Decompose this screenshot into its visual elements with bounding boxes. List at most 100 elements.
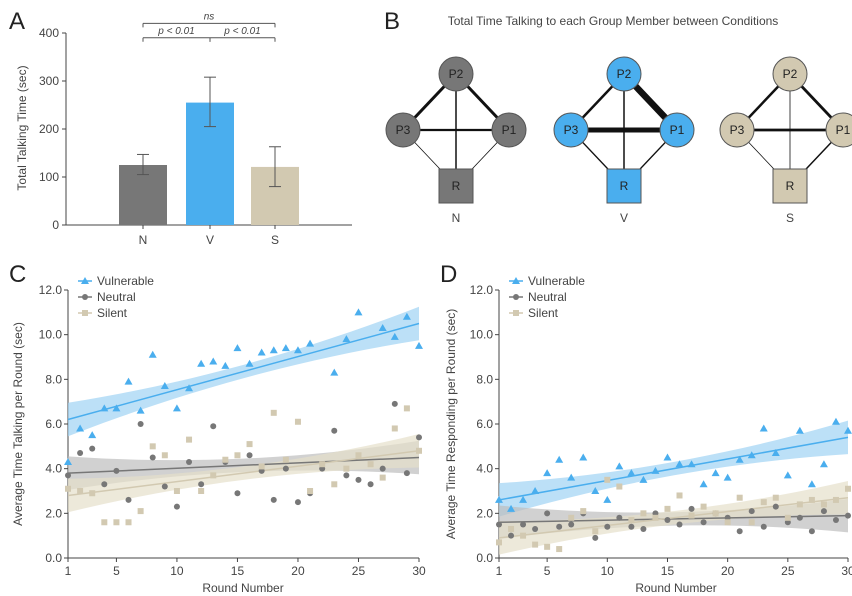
- panel-a-y-axis-label: Total Talking Time (sec): [15, 65, 29, 190]
- data-point-vulnerable: [519, 495, 528, 503]
- y-tick-label: 2.0: [476, 506, 493, 520]
- data-point-neutral: [246, 452, 253, 459]
- data-point-silent: [496, 539, 502, 546]
- data-point-silent: [113, 519, 120, 526]
- data-point-silent: [246, 441, 253, 448]
- data-point-vulnerable: [663, 453, 672, 461]
- x-tick-label: 25: [781, 564, 795, 578]
- data-point-neutral: [101, 481, 108, 488]
- panel-a-y-tick-label: 300: [39, 74, 59, 88]
- data-point-silent: [331, 481, 338, 488]
- data-point-vulnerable: [112, 404, 121, 412]
- data-point-vulnerable: [148, 350, 157, 358]
- data-point-silent: [568, 514, 575, 521]
- data-point-silent: [198, 488, 205, 494]
- fit-line-silent: [498, 496, 849, 539]
- data-point-vulnerable: [543, 469, 552, 477]
- network-node-label: P2: [449, 67, 464, 81]
- data-point-silent: [270, 409, 277, 416]
- data-point-neutral: [604, 523, 611, 530]
- data-point-silent: [379, 474, 386, 481]
- data-point-silent: [736, 494, 743, 501]
- legend-marker-vulnerable: [81, 277, 89, 284]
- data-point-vulnerable: [759, 424, 768, 432]
- data-point-silent: [416, 447, 422, 454]
- y-tick-label: 12.0: [470, 283, 494, 297]
- panel-a-y-tick-label: 400: [39, 26, 59, 40]
- data-point-silent: [688, 512, 695, 519]
- x-tick-label: 30: [841, 564, 852, 578]
- network-node-p2: [606, 56, 642, 92]
- data-point-silent: [367, 461, 374, 468]
- data-point-vulnerable: [507, 504, 516, 512]
- data-point-neutral: [331, 427, 338, 434]
- data-point-vulnerable: [711, 469, 720, 477]
- network-node-r: [606, 168, 642, 204]
- data-point-silent: [604, 476, 611, 483]
- data-point-silent: [796, 501, 803, 508]
- data-point-neutral: [198, 481, 205, 488]
- network-node-r: [772, 168, 808, 204]
- panel-a-x-tick-label: N: [139, 233, 148, 247]
- data-point-silent: [101, 519, 108, 526]
- data-point-silent: [724, 519, 731, 526]
- data-point-silent: [125, 519, 132, 526]
- x-tick-label: 5: [544, 564, 551, 578]
- data-point-vulnerable: [124, 377, 133, 385]
- data-point-vulnerable: [64, 457, 72, 465]
- network-node-label: R: [786, 179, 795, 193]
- network-condition-label: S: [786, 211, 794, 225]
- data-point-silent: [760, 499, 767, 506]
- data-point-neutral: [772, 503, 779, 510]
- data-point-neutral: [161, 483, 168, 490]
- data-point-neutral: [760, 523, 767, 530]
- data-point-vulnerable: [615, 462, 624, 470]
- data-point-silent: [520, 532, 527, 539]
- data-point-vulnerable: [402, 312, 411, 320]
- data-point-neutral: [592, 534, 599, 541]
- data-point-vulnerable: [639, 475, 648, 483]
- data-point-silent: [556, 546, 563, 553]
- data-point-silent: [307, 488, 314, 494]
- data-point-neutral: [820, 508, 827, 515]
- data-point-neutral: [355, 476, 362, 483]
- data-point-neutral: [125, 496, 132, 503]
- data-point-neutral: [282, 465, 289, 472]
- panel-letter-d: D: [440, 261, 457, 288]
- data-point-silent: [712, 510, 719, 517]
- fit-line-vulnerable: [67, 322, 420, 421]
- fit-line-neutral: [67, 456, 420, 474]
- data-point-neutral: [270, 496, 277, 503]
- legend-marker-neutral: [82, 294, 88, 300]
- data-point-vulnerable: [136, 406, 145, 414]
- data-point-neutral: [628, 523, 635, 530]
- y-tick-label: 12.0: [39, 283, 63, 297]
- y-tick-label: 8.0: [45, 372, 62, 386]
- data-point-neutral: [113, 467, 120, 474]
- data-point-silent: [532, 541, 539, 548]
- network-node-label: P3: [730, 123, 745, 137]
- data-point-neutral: [544, 510, 551, 517]
- legend-marker-silent: [513, 310, 519, 316]
- data-point-neutral: [676, 521, 683, 528]
- legend-marker-neutral: [513, 294, 519, 300]
- data-point-vulnerable: [281, 344, 290, 352]
- data-point-vulnerable: [579, 453, 588, 461]
- data-point-vulnerable: [747, 451, 756, 459]
- x-tick-label: 10: [170, 564, 184, 578]
- panel-c-x-axis-label: Round Number: [202, 581, 283, 595]
- data-point-neutral: [532, 525, 539, 532]
- y-tick-label: 4.0: [45, 462, 62, 476]
- panel-a-y-tick-label: 200: [39, 122, 59, 136]
- data-point-vulnerable: [723, 473, 732, 481]
- y-tick-label: 0.0: [476, 551, 493, 565]
- panel-a-bar-chart: Total Talking Time (sec) 0 100 200 300 400 N V…: [15, 11, 352, 247]
- data-point-silent: [319, 461, 326, 468]
- data-point-neutral: [845, 512, 851, 519]
- network-n: P2 P3 P1 R N: [385, 56, 527, 225]
- legend-marker-vulnerable: [512, 277, 520, 284]
- legend-label-silent: Silent: [528, 306, 559, 320]
- data-point-neutral: [234, 490, 241, 497]
- network-node-label: P2: [617, 67, 632, 81]
- data-point-vulnerable: [88, 431, 97, 439]
